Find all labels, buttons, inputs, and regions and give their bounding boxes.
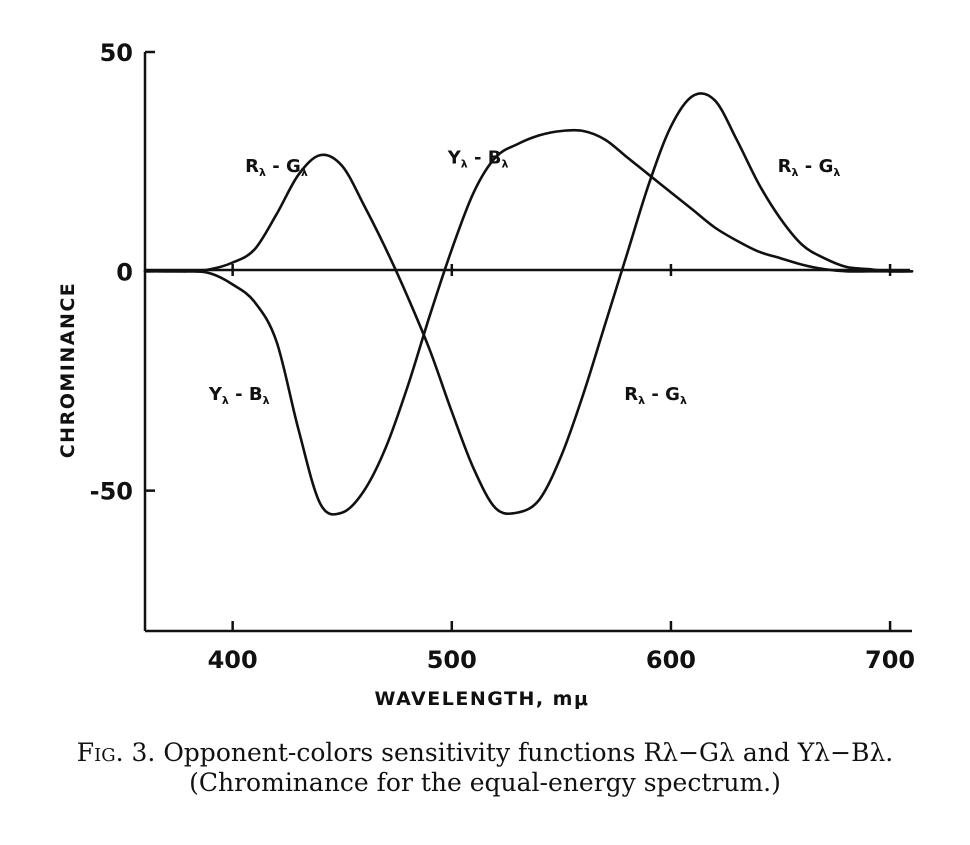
series-line-r-g	[143, 92, 914, 516]
x-axis-title: WAVELENGTH, mμ	[375, 688, 590, 710]
curve-label-0: Rλ - Gλ	[245, 156, 308, 179]
caption-text-1: Opponent-colors sensitivity functions Rλ…	[163, 738, 894, 767]
x-tick-label: 700	[865, 646, 915, 674]
curves	[143, 92, 914, 516]
y-tick-label: 0	[116, 258, 133, 286]
x-tick-label: 600	[646, 646, 696, 674]
x-tick-label: 500	[427, 646, 477, 674]
x-tick-label: 400	[208, 646, 258, 674]
curve-label-1: Yλ - Bλ	[447, 147, 509, 170]
caption-line-1: Fig. 3. Opponent-colors sensitivity func…	[0, 738, 970, 768]
curve-label-2: Rλ - Gλ	[778, 156, 841, 179]
curve-labels: Rλ - Gλ Yλ - Bλ Rλ - Gλ Yλ - Bλ Rλ - Gλ	[208, 147, 841, 407]
y-axis-title: CHROMINANCE	[57, 282, 79, 459]
curve-label-4: Rλ - Gλ	[624, 384, 687, 407]
caption-fig-label: Fig. 3.	[76, 738, 156, 767]
caption-line-2: (Chrominance for the equal-energy spectr…	[189, 768, 781, 797]
series-line-y-b	[143, 128, 914, 516]
y-tick-label: 50	[100, 39, 133, 67]
y-tick-label: -50	[90, 478, 133, 506]
curve-label-3: Yλ - Bλ	[208, 384, 270, 407]
figure-caption: Fig. 3. Opponent-colors sensitivity func…	[0, 738, 970, 798]
